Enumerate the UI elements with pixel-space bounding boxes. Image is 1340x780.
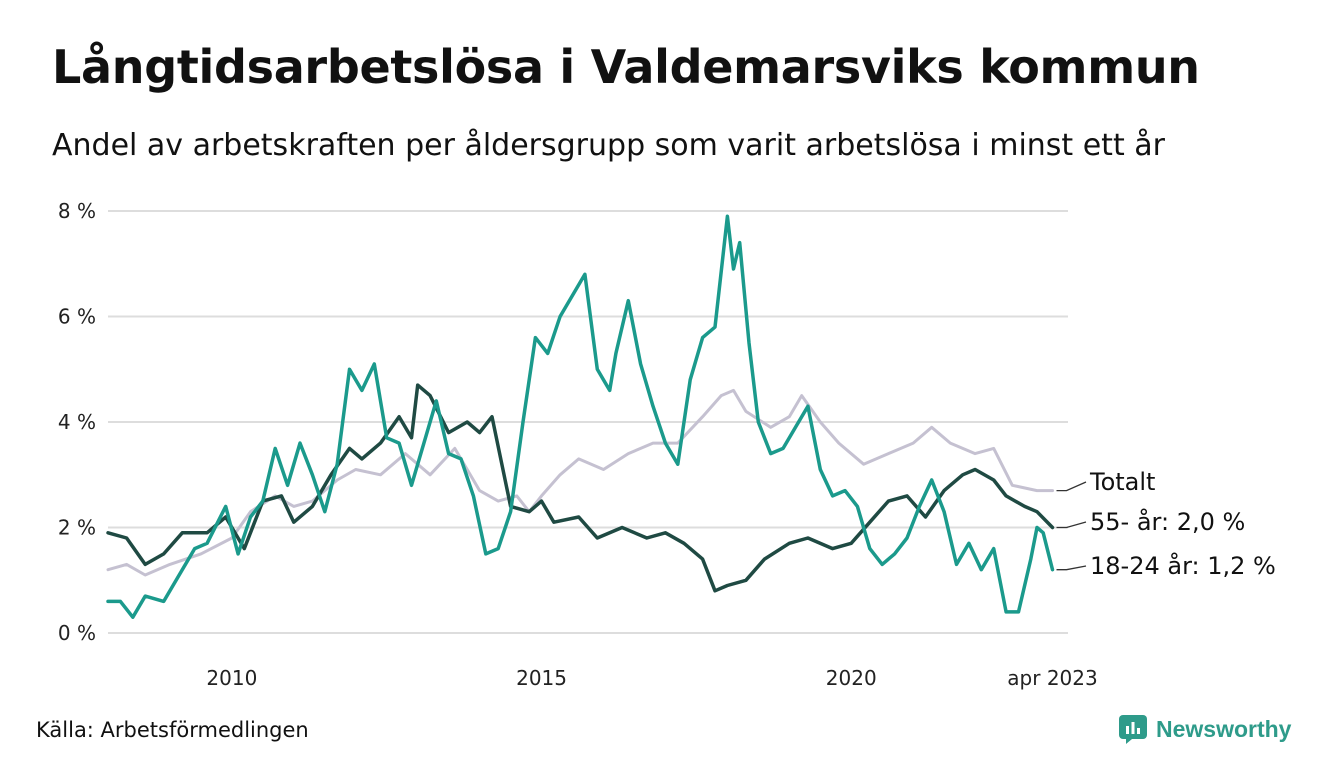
- y-tick-label: 0 %: [58, 621, 96, 645]
- y-tick-label: 4 %: [58, 410, 96, 434]
- x-tick-label: apr 2023: [1007, 666, 1097, 690]
- series-label-totalt: Totalt: [1089, 468, 1155, 496]
- leader-line-age1824: [1056, 565, 1087, 571]
- brand-logo[interactable]: Newsworthy: [1118, 714, 1291, 744]
- newsworthy-logo-icon: [1119, 715, 1147, 744]
- series-label-age1824: 18-24 år: 1,2 %: [1090, 551, 1276, 580]
- x-tick-label: 2010: [206, 666, 257, 690]
- brand-name: Newsworthy: [1156, 715, 1292, 742]
- y-tick-label: 8 %: [58, 199, 96, 223]
- series-label-age55: 55- år: 2,0 %: [1090, 507, 1245, 536]
- series-line-age55: [106, 383, 1055, 593]
- series-line-totalt: [106, 388, 1054, 577]
- y-tick-label: 6 %: [58, 305, 96, 329]
- chart-subtitle: Andel av arbetskraften per åldersgrupp s…: [52, 128, 1165, 163]
- source-note: Källa: Arbetsförmedlingen: [36, 718, 309, 742]
- leader-line-totalt: [1056, 481, 1087, 492]
- x-tick-label: 2020: [826, 666, 877, 690]
- leader-line-age55: [1056, 521, 1087, 529]
- chart-title: Långtidsarbetslösa i Valdemarsviks kommu…: [52, 40, 1200, 94]
- series-line-age1824: [106, 214, 1055, 619]
- y-tick-label: 2 %: [58, 516, 96, 540]
- x-tick-label: 2015: [516, 666, 567, 690]
